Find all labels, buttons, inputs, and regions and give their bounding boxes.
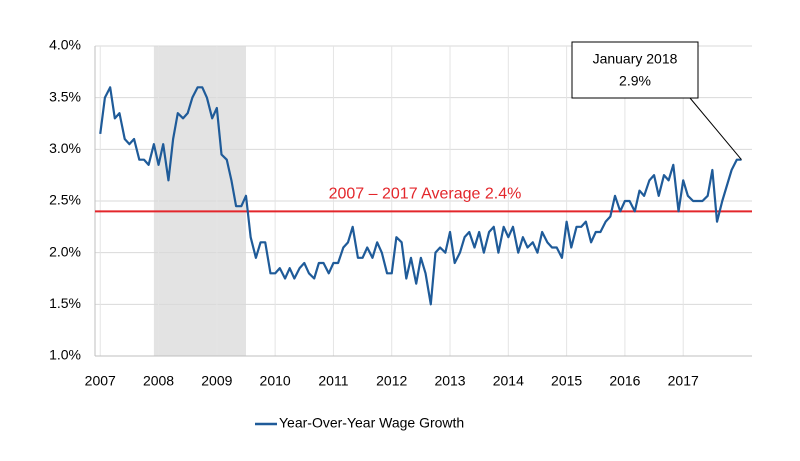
x-tick-label: 2008 [143, 373, 174, 389]
y-tick-label: 3.0% [49, 140, 81, 156]
y-tick-label: 2.0% [49, 243, 81, 259]
y-tick-label: 3.5% [49, 88, 81, 104]
x-tick-label: 2007 [85, 373, 116, 389]
legend-label: Year-Over-Year Wage Growth [279, 415, 464, 431]
callout-label: January 2018 [593, 51, 678, 67]
x-tick-label: 2015 [551, 373, 582, 389]
average-label: 2007 – 2017 Average 2.4% [329, 186, 522, 203]
x-tick-label: 2012 [376, 373, 407, 389]
data-line [99, 86, 742, 306]
y-tick-label: 1.5% [49, 295, 81, 311]
x-tick-label: 2010 [260, 373, 291, 389]
y-tick-label: 1.0% [49, 347, 81, 363]
x-tick-label: 2016 [609, 373, 640, 389]
callout-value: 2.9% [619, 73, 651, 89]
x-tick-label: 2009 [201, 373, 232, 389]
x-tick-label: 2014 [493, 373, 524, 389]
x-tick-label: 2013 [434, 373, 465, 389]
y-tick-label: 2.5% [49, 192, 81, 208]
callout-box [571, 41, 699, 99]
x-tick-label: 2017 [668, 373, 699, 389]
callout-connector [689, 97, 742, 160]
y-tick-label: 4.0% [49, 37, 81, 53]
x-tick-label: 2011 [318, 373, 348, 389]
